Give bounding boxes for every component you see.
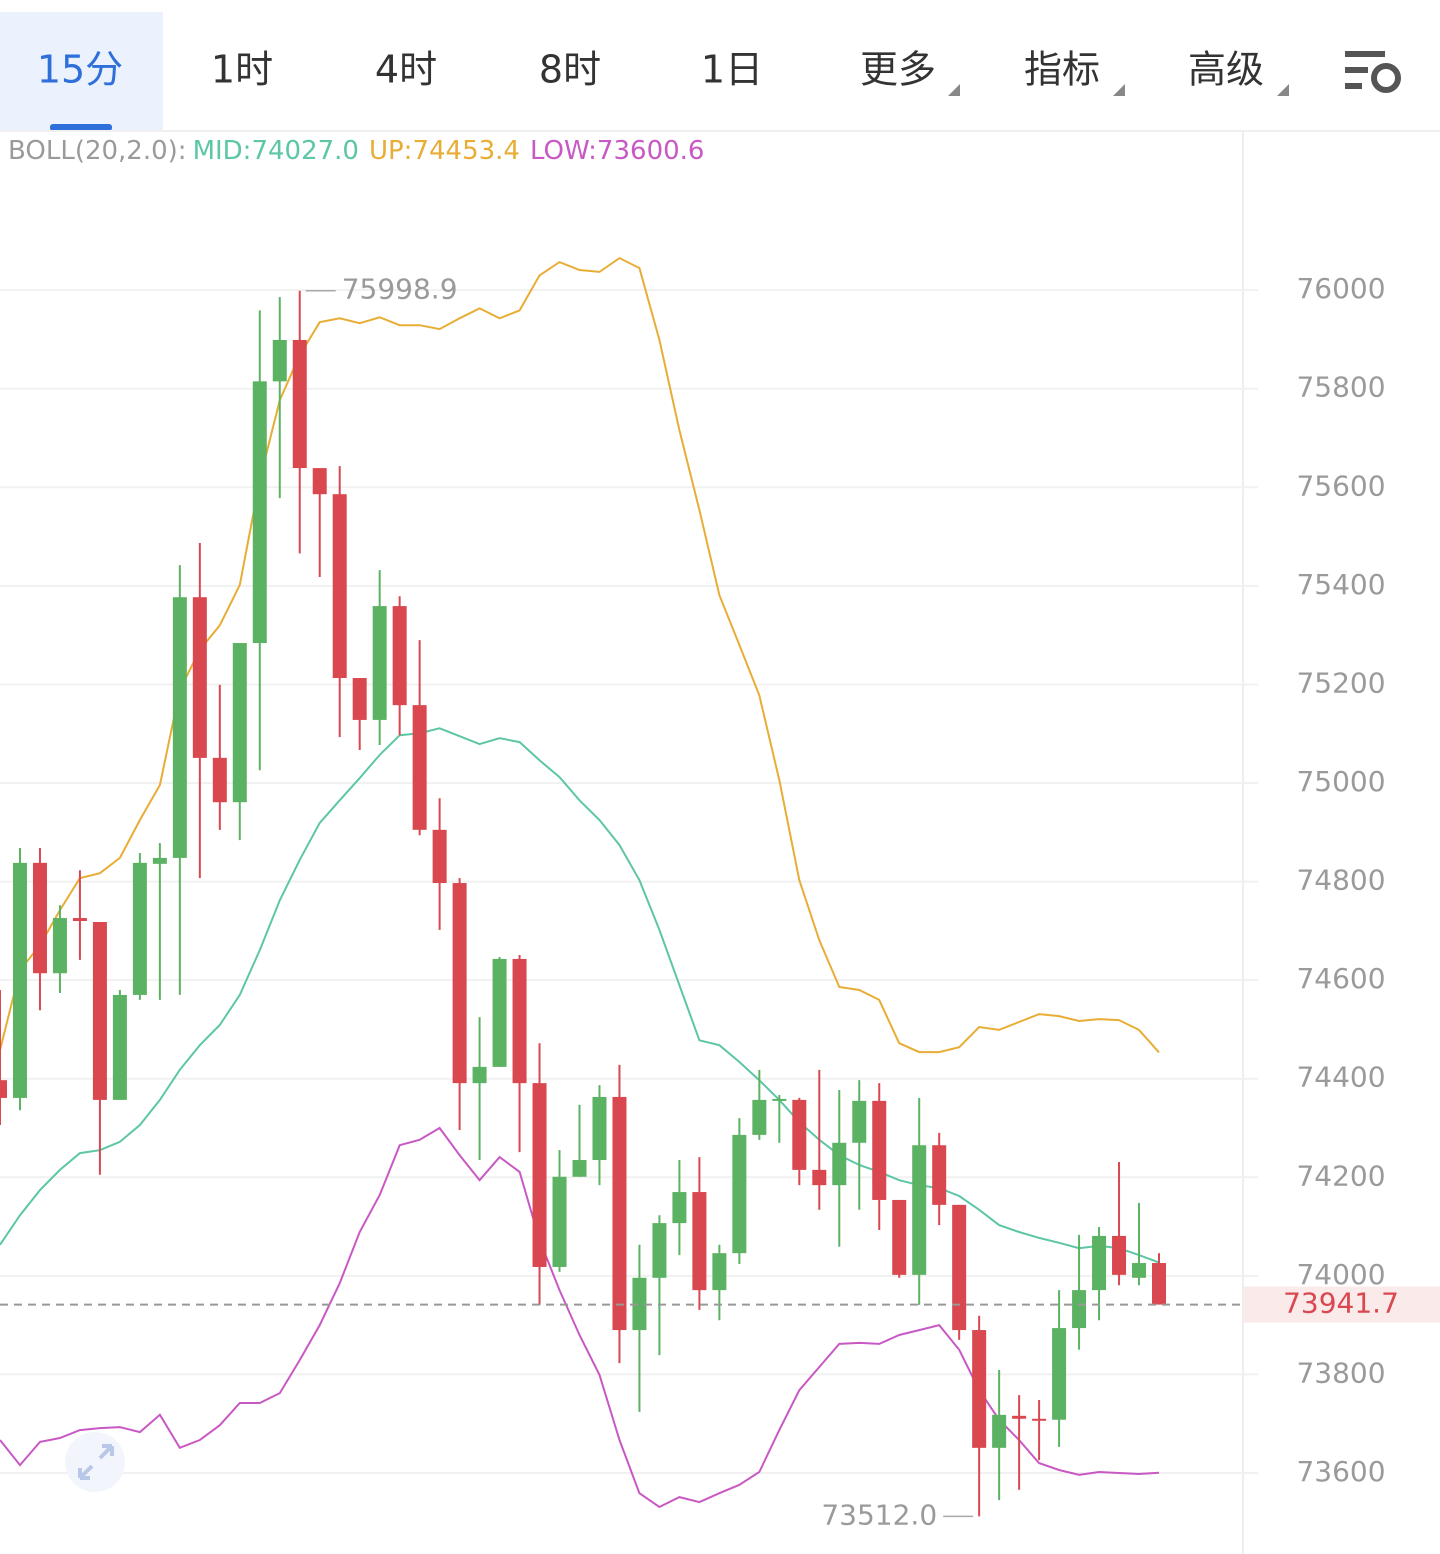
candle-body xyxy=(932,1145,947,1205)
active-tab-underline xyxy=(50,124,112,131)
candle-body xyxy=(192,597,207,758)
legend-entry: MID:74027.0 xyxy=(193,136,359,166)
candle-body xyxy=(112,994,127,1100)
candle-body xyxy=(852,1100,867,1143)
candle-body xyxy=(292,339,307,469)
candle-body xyxy=(212,757,227,803)
y-tick-label: 75600 xyxy=(1296,469,1385,502)
legend-entry: LOW:73600.6 xyxy=(530,136,704,166)
candle-body xyxy=(372,606,387,720)
candle-body xyxy=(1152,1263,1166,1305)
y-tick-label: 75800 xyxy=(1296,371,1385,404)
candle-body xyxy=(0,1080,7,1098)
y-tick-label: 76000 xyxy=(1296,272,1385,305)
y-tick-label: 75200 xyxy=(1296,666,1385,699)
tab[interactable]: 指标 xyxy=(1024,48,1100,92)
expand-icon[interactable] xyxy=(65,1432,125,1492)
candle-body xyxy=(1132,1263,1147,1278)
y-tick-label: 75000 xyxy=(1296,765,1385,798)
candle-body xyxy=(552,1176,567,1267)
candle-body xyxy=(812,1169,827,1186)
candle-body xyxy=(352,678,367,720)
candle-body xyxy=(612,1096,627,1331)
last-price-label: 73941.7 xyxy=(1283,1287,1399,1320)
tab[interactable]: 1日 xyxy=(701,48,763,92)
boll-line xyxy=(0,727,1160,1264)
y-tick-label: 74600 xyxy=(1296,962,1385,995)
indicator-legend: BOLL(20,2.0): MID:74027.0 UP:74453.4 LOW:73… xyxy=(8,136,704,166)
candle-body xyxy=(652,1223,667,1278)
candle-body xyxy=(892,1199,907,1275)
candle-body xyxy=(392,606,407,706)
y-tick-label: 74400 xyxy=(1296,1061,1385,1094)
candle-body xyxy=(732,1134,747,1254)
y-tick-label: 73600 xyxy=(1296,1455,1385,1488)
tab[interactable]: 高级 xyxy=(1188,48,1264,92)
dropdown-caret xyxy=(948,84,960,96)
candle-body xyxy=(832,1142,847,1186)
candle-body xyxy=(72,918,87,921)
legend-entry: UP:74453.4 xyxy=(369,136,520,166)
candle-body xyxy=(52,918,67,974)
candle-body xyxy=(972,1330,987,1448)
candle-body xyxy=(152,857,167,864)
candle-body xyxy=(452,883,467,1084)
tab[interactable]: 1时 xyxy=(211,48,273,92)
candle-body xyxy=(752,1099,767,1135)
tab[interactable]: 8时 xyxy=(539,48,601,92)
y-tick-label: 74200 xyxy=(1296,1159,1385,1192)
candle-body xyxy=(1032,1418,1047,1421)
candle-body xyxy=(1012,1415,1027,1419)
candle-body xyxy=(492,958,507,1067)
candle-body xyxy=(332,494,347,679)
candle-body xyxy=(272,339,287,382)
candle-body xyxy=(912,1145,927,1275)
y-tick-label: 74800 xyxy=(1296,864,1385,897)
tab[interactable]: 15分 xyxy=(37,48,123,92)
active-tab-bg xyxy=(0,12,163,130)
candle-body xyxy=(952,1204,967,1331)
y-tick-label: 73800 xyxy=(1296,1356,1385,1389)
tab[interactable]: 4时 xyxy=(375,48,437,92)
candle-body xyxy=(632,1277,647,1331)
tab[interactable]: 更多 xyxy=(860,48,936,92)
candle-body xyxy=(592,1096,607,1161)
candle-body xyxy=(692,1192,707,1291)
candle-body xyxy=(92,921,107,1100)
last-price-box xyxy=(1244,1286,1440,1323)
high-marker-label: 75998.9 xyxy=(342,273,458,306)
candle-body xyxy=(1072,1290,1087,1329)
candle-body xyxy=(1112,1235,1127,1275)
candle-body xyxy=(792,1099,807,1170)
candle-body xyxy=(672,1192,687,1224)
candle-body xyxy=(1092,1235,1107,1291)
candle-body xyxy=(772,1098,787,1101)
candle-body xyxy=(432,829,447,884)
boll-line xyxy=(0,1126,1160,1509)
dropdown-caret xyxy=(1113,84,1125,96)
candle-body xyxy=(312,468,327,495)
y-tick-label: 75400 xyxy=(1296,568,1385,601)
candle-body xyxy=(252,381,267,644)
candle-body xyxy=(532,1083,547,1267)
indicator-name: BOLL(20,2.0): xyxy=(8,136,187,166)
candle-body xyxy=(512,958,527,1084)
candle-body xyxy=(132,862,147,995)
candle-body xyxy=(32,862,47,974)
candle-body xyxy=(172,597,187,858)
candle-body xyxy=(712,1253,727,1291)
dropdown-caret xyxy=(1277,84,1289,96)
candle-body xyxy=(472,1066,487,1084)
candle-body xyxy=(12,862,27,1098)
candle-body xyxy=(992,1414,1007,1448)
candle-body xyxy=(872,1100,887,1200)
low-marker-label: 73512.0 xyxy=(821,1498,937,1531)
y-tick-label: 74000 xyxy=(1296,1258,1385,1291)
settings-icon[interactable] xyxy=(1345,51,1401,93)
candle-body xyxy=(232,643,247,803)
candle-body xyxy=(412,705,427,830)
candle-body xyxy=(572,1160,587,1177)
candle-body xyxy=(1052,1328,1067,1420)
